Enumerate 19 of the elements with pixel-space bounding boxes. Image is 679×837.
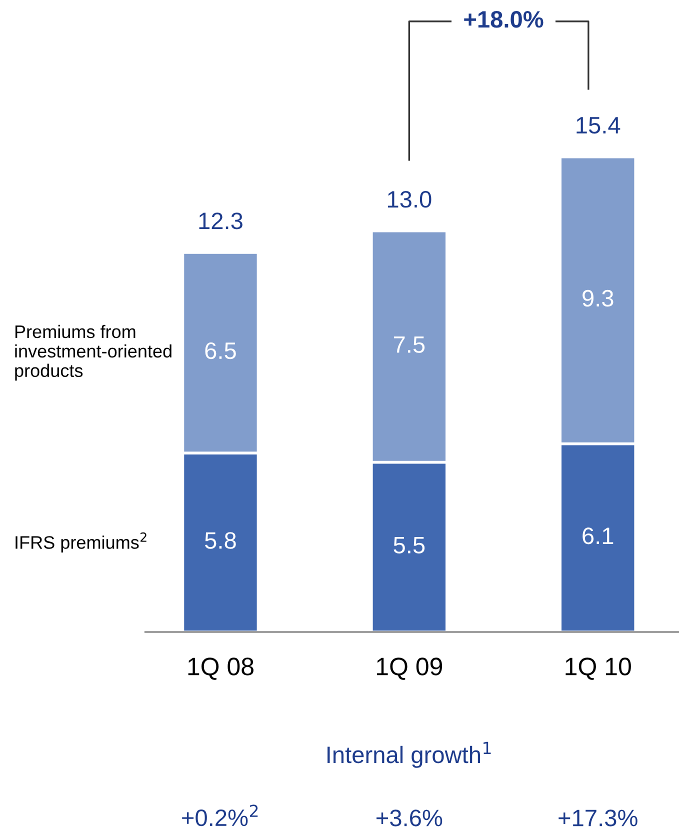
total-label: 12.3 [199, 212, 242, 230]
text: +17.3% [558, 810, 638, 826]
x-tick-label: 1Q 10 [566, 658, 631, 680]
data-label: 5.8 [205, 532, 236, 549]
total-label: 13.0 [388, 190, 432, 208]
data-label: 6.1 [582, 528, 614, 544]
series-label: Premiums from investment-oriented products [15, 324, 172, 381]
text: Internal growth$^{1}$ [328, 742, 491, 768]
data-label: 5.5 [394, 537, 425, 554]
total-label: 15.4 [576, 117, 620, 134]
text: +3.6% [376, 810, 442, 826]
text: +0.2%$^{2}$ [182, 804, 258, 826]
data-label: 6.5 [205, 342, 236, 360]
text: +18.0% [464, 11, 544, 28]
data-label: 9.3 [582, 290, 614, 307]
text: IFRS premiums$^{2}$ [16, 532, 146, 552]
x-tick-label: 1Q 09 [377, 658, 442, 680]
x-tick-label: 1Q 08 [188, 658, 254, 680]
data-label: 7.5 [394, 336, 425, 353]
